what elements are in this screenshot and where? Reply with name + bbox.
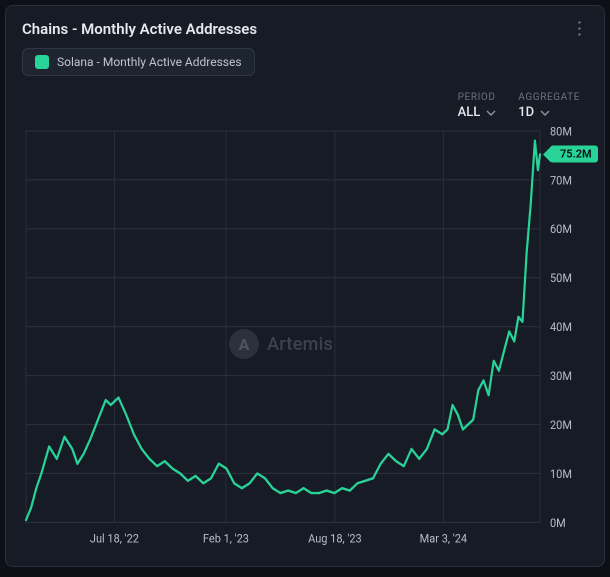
svg-text:10M: 10M	[550, 466, 572, 481]
panel-header: Chains - Monthly Active Addresses ⋯	[6, 6, 604, 48]
chart-panel: Chains - Monthly Active Addresses ⋯ Sola…	[5, 5, 605, 567]
chevron-down-icon	[486, 108, 496, 118]
svg-text:Jul 18, '22: Jul 18, '22	[90, 531, 139, 546]
controls-row: PERIOD ALL AGGREGATE 1D	[6, 82, 604, 122]
svg-text:50M: 50M	[550, 271, 572, 286]
legend-item-solana[interactable]: Solana - Monthly Active Addresses	[22, 48, 255, 76]
period-value-row[interactable]: ALL	[458, 105, 497, 120]
svg-text:60M: 60M	[550, 222, 572, 237]
legend-row: Solana - Monthly Active Addresses	[6, 48, 604, 82]
aggregate-value: 1D	[518, 105, 534, 120]
period-label: PERIOD	[458, 92, 496, 103]
aggregate-value-row[interactable]: 1D	[518, 105, 550, 120]
svg-text:Feb 1, '23: Feb 1, '23	[203, 531, 249, 546]
svg-text:80M: 80M	[550, 124, 572, 139]
period-control[interactable]: PERIOD ALL	[458, 92, 497, 120]
svg-text:Mar 3, '24: Mar 3, '24	[420, 531, 468, 546]
legend-label: Solana - Monthly Active Addresses	[57, 55, 242, 69]
legend-swatch	[35, 55, 49, 69]
period-value: ALL	[458, 105, 481, 120]
svg-text:Aug 18, '23: Aug 18, '23	[308, 531, 362, 546]
svg-text:20M: 20M	[550, 417, 572, 432]
svg-text:0M: 0M	[550, 515, 566, 530]
aggregate-control[interactable]: AGGREGATE 1D	[518, 92, 580, 120]
aggregate-label: AGGREGATE	[518, 92, 580, 103]
series-end-value-badge: 75.2M	[550, 146, 598, 163]
svg-text:30M: 30M	[550, 368, 572, 383]
chart-area: A Artemis 0M10M20M30M40M50M60M70M80MJul …	[6, 122, 604, 566]
chevron-down-icon	[540, 108, 550, 118]
panel-title: Chains - Monthly Active Addresses	[22, 20, 257, 38]
svg-text:40M: 40M	[550, 320, 572, 335]
svg-text:70M: 70M	[550, 173, 572, 188]
chart-svg: 0M 10M 20M 30M 40M 50M 60M 70M 80M Jul 18, '22 Feb…	[20, 122, 596, 558]
more-icon[interactable]: ⋯	[570, 20, 588, 39]
